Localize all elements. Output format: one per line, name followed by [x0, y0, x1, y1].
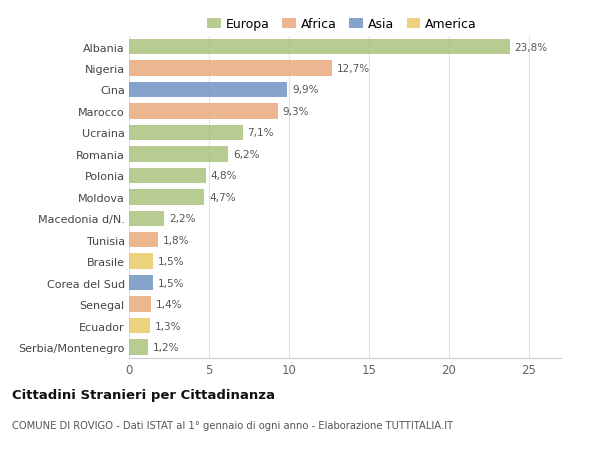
Text: 1,2%: 1,2%: [153, 342, 179, 353]
Text: Cittadini Stranieri per Cittadinanza: Cittadini Stranieri per Cittadinanza: [12, 388, 275, 401]
Text: 1,3%: 1,3%: [155, 321, 181, 331]
Text: 6,2%: 6,2%: [233, 150, 260, 160]
Bar: [129, 147, 228, 162]
Bar: [129, 83, 287, 98]
Bar: [129, 340, 148, 355]
Text: 1,5%: 1,5%: [158, 257, 184, 267]
Text: 1,8%: 1,8%: [163, 235, 189, 245]
Text: 1,4%: 1,4%: [156, 299, 182, 309]
Bar: [129, 275, 153, 291]
Text: 2,2%: 2,2%: [169, 214, 196, 224]
Legend: Europa, Africa, Asia, America: Europa, Africa, Asia, America: [202, 13, 482, 36]
Text: COMUNE DI ROVIGO - Dati ISTAT al 1° gennaio di ogni anno - Elaborazione TUTTITAL: COMUNE DI ROVIGO - Dati ISTAT al 1° genn…: [12, 420, 453, 430]
Bar: [129, 297, 151, 312]
Bar: [129, 211, 164, 226]
Bar: [129, 40, 510, 55]
Bar: [129, 190, 204, 205]
Bar: [129, 318, 150, 334]
Text: 9,9%: 9,9%: [292, 85, 319, 95]
Bar: [129, 125, 242, 141]
Text: 4,8%: 4,8%: [211, 171, 237, 181]
Bar: [129, 233, 158, 248]
Bar: [129, 168, 206, 184]
Bar: [129, 104, 278, 119]
Text: 1,5%: 1,5%: [158, 278, 184, 288]
Bar: [129, 61, 332, 77]
Text: 23,8%: 23,8%: [515, 42, 548, 52]
Text: 7,1%: 7,1%: [247, 128, 274, 138]
Text: 12,7%: 12,7%: [337, 64, 370, 74]
Text: 4,7%: 4,7%: [209, 192, 235, 202]
Text: 9,3%: 9,3%: [283, 106, 309, 117]
Bar: [129, 254, 153, 269]
